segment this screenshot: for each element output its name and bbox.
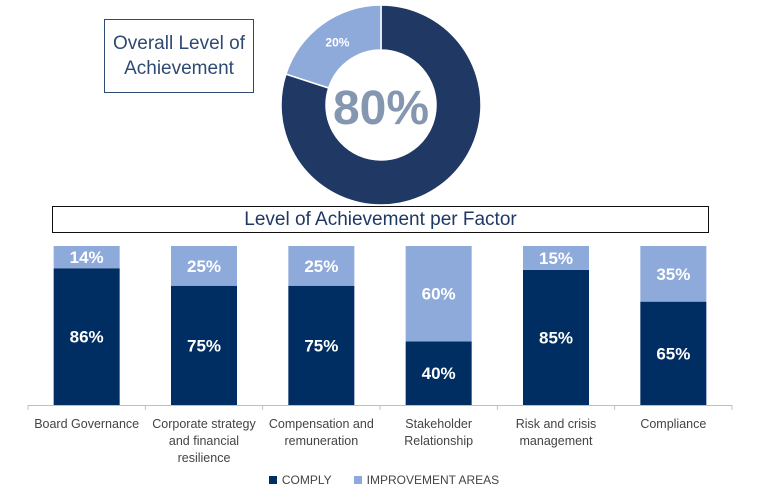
- x-axis-category-label: Risk and crisis: [516, 417, 597, 431]
- legend-swatch-improvement: [354, 476, 362, 484]
- bar-label-comply: 86%: [70, 328, 104, 347]
- x-axis-category-label: Relationship: [404, 434, 473, 448]
- x-axis-category-label: Corporate strategy: [152, 417, 256, 431]
- bar-label-improvement: 15%: [539, 249, 573, 268]
- x-axis-category-label: and financial: [169, 434, 239, 448]
- chart-legend: COMPLY IMPROVEMENT AREAS: [0, 473, 768, 487]
- legend-label-comply: COMPLY: [282, 473, 332, 487]
- bar-label-improvement: 25%: [304, 257, 338, 276]
- legend-item-comply: COMPLY: [269, 473, 332, 487]
- legend-item-improvement: IMPROVEMENT AREAS: [354, 473, 499, 487]
- legend-label-improvement: IMPROVEMENT AREAS: [367, 473, 499, 487]
- bar-label-improvement: 25%: [187, 257, 221, 276]
- x-axis-category-label: resilience: [178, 451, 231, 465]
- bar-label-improvement: 60%: [422, 285, 456, 304]
- bar-label-improvement: 35%: [656, 265, 690, 284]
- bar-label-comply: 75%: [187, 336, 221, 355]
- x-axis-category-label: Compensation and: [269, 417, 374, 431]
- factor-bar-chart: 86% 14% Board Governance 75% 25% Corporate st…: [0, 0, 768, 470]
- bar-label-comply: 65%: [656, 344, 690, 363]
- bar-label-improvement: 14%: [70, 248, 104, 267]
- bar-label-comply: 75%: [304, 336, 338, 355]
- x-axis-category-label: Board Governance: [34, 417, 139, 431]
- bar-label-comply: 40%: [422, 364, 456, 383]
- x-axis-category-label: remuneration: [285, 434, 359, 448]
- x-axis-category-label: Stakeholder: [405, 417, 472, 431]
- legend-swatch-comply: [269, 476, 277, 484]
- x-axis-category-label: Compliance: [640, 417, 706, 431]
- x-axis-category-label: management: [520, 434, 593, 448]
- bar-label-comply: 85%: [539, 328, 573, 347]
